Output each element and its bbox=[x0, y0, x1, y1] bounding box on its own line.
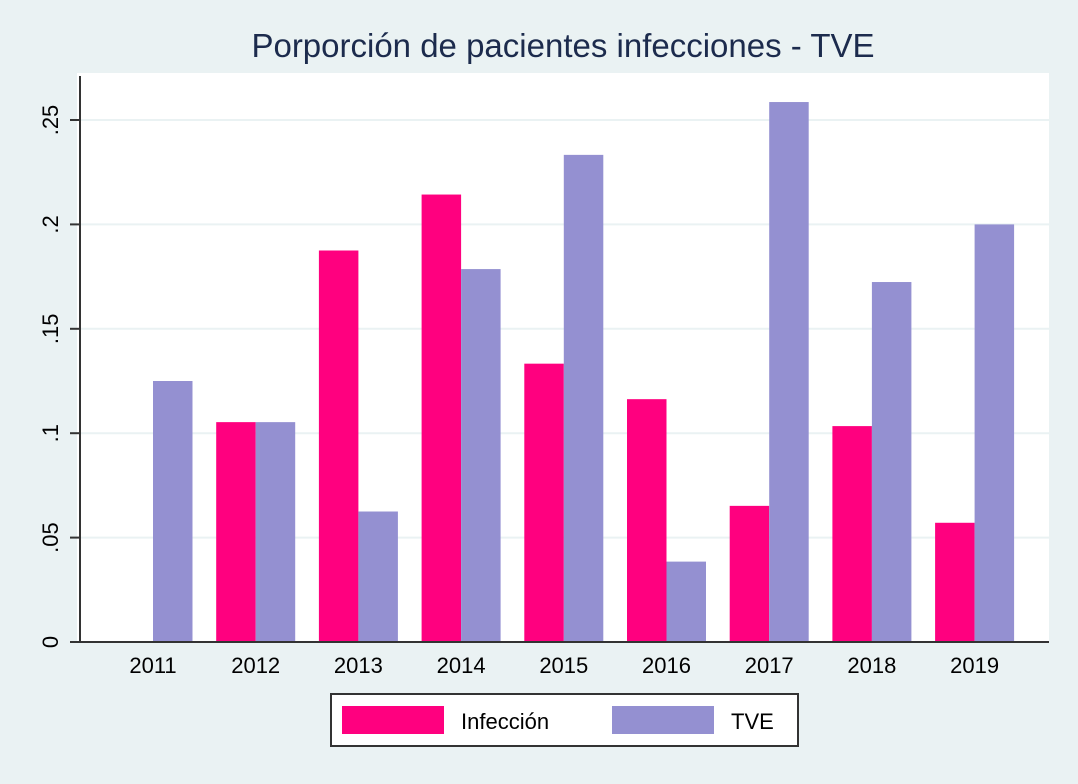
y-tick-label: 0 bbox=[38, 636, 63, 648]
legend-label-tve: TVE bbox=[731, 709, 774, 734]
bar-tve-2012 bbox=[255, 422, 296, 642]
bars bbox=[153, 102, 1015, 642]
y-tick-label: .2 bbox=[38, 215, 63, 233]
bar-tve-2013 bbox=[358, 511, 398, 642]
x-tick-label: 2014 bbox=[437, 653, 486, 678]
y-axis-ticks: 0 .05 .1 .15 .2 .25 bbox=[38, 105, 80, 648]
x-axis-ticks: 2011 2012 2013 2014 2015 2016 2017 2018 2019 bbox=[129, 653, 999, 678]
bar-infeccin-2016 bbox=[627, 399, 667, 642]
bar-tve-2018 bbox=[871, 282, 912, 642]
y-tick-label: .25 bbox=[38, 105, 63, 136]
x-tick-label: 2015 bbox=[539, 653, 588, 678]
x-tick-label: 2016 bbox=[642, 653, 691, 678]
bar-infeccin-2014 bbox=[421, 194, 462, 642]
bar-tve-2011 bbox=[153, 381, 193, 642]
legend-swatch-tve bbox=[612, 706, 714, 734]
legend-box bbox=[330, 693, 799, 747]
chart-title: Porporción de pacientes infecciones - TV… bbox=[251, 27, 874, 64]
bar-infeccin-2019 bbox=[935, 522, 975, 642]
x-tick-label: 2012 bbox=[231, 653, 280, 678]
x-tick-label: 2017 bbox=[745, 653, 794, 678]
x-tick-label: 2011 bbox=[129, 653, 176, 678]
bar-infeccin-2017 bbox=[729, 505, 770, 642]
y-tick-label: .15 bbox=[38, 314, 63, 345]
bar-infeccin-2015 bbox=[524, 363, 564, 642]
bar-infeccin-2012 bbox=[216, 422, 256, 642]
legend-swatch-infeccion bbox=[342, 706, 444, 734]
x-tick-label: 2018 bbox=[847, 653, 896, 678]
legend-label-infeccion: Infección bbox=[461, 709, 549, 734]
bar-tve-2019 bbox=[974, 224, 1015, 642]
bar-tve-2016 bbox=[666, 561, 706, 642]
bar-infeccin-2018 bbox=[832, 426, 872, 642]
x-tick-label: 2013 bbox=[334, 653, 383, 678]
y-tick-label: .05 bbox=[38, 522, 63, 553]
bar-tve-2014 bbox=[461, 269, 501, 642]
bar-tve-2017 bbox=[769, 102, 809, 642]
bar-tve-2015 bbox=[563, 154, 604, 642]
x-tick-label: 2019 bbox=[950, 653, 999, 678]
bar-infeccin-2013 bbox=[318, 250, 359, 642]
y-tick-label: .1 bbox=[38, 424, 63, 442]
legend: Infección TVE bbox=[330, 693, 799, 747]
